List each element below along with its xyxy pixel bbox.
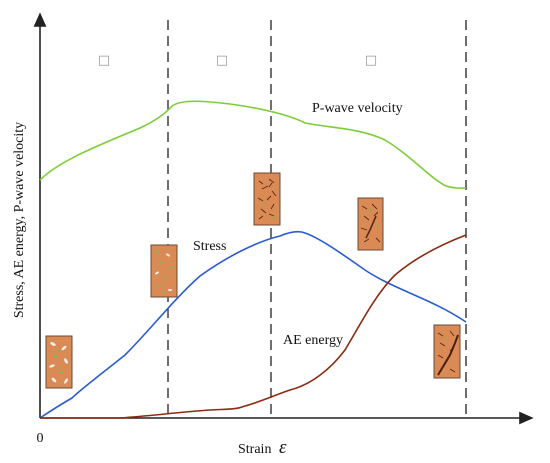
stage-label-1: □ [98,53,110,68]
specimen-3 [253,172,281,226]
stage-label-2: □ [216,53,228,68]
stress-label: Stress [193,239,226,254]
y-axis-title: Stress, AE energy, P-wave velocity [12,122,27,318]
origin-label: 0 [37,431,44,446]
specimen-1 [45,335,73,389]
ae-energy-curve [40,234,467,419]
specimen-2 [150,244,178,298]
x-axis-title: Strain ε [238,437,287,458]
ae-energy-label: AE energy [283,333,343,348]
pwave-velocity-label: P-wave velocity [312,101,403,116]
specimen-4 [357,197,384,251]
specimen-5 [433,324,461,379]
stress-curve [39,230,467,419]
strain-symbol: ε [279,437,287,458]
pwave-velocity-curve [39,100,467,189]
stage-label-3: □ [365,53,377,68]
